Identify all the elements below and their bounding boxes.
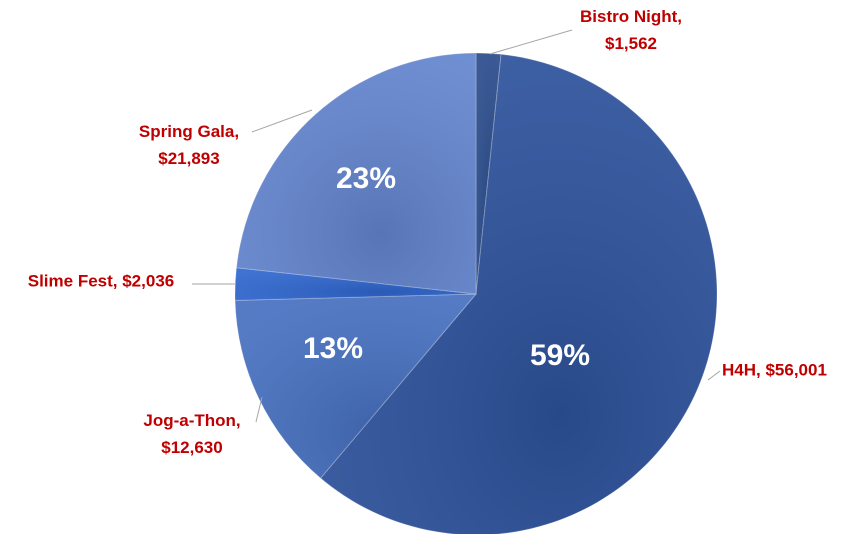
- percent-label: 13%: [303, 332, 363, 365]
- leader-line: [489, 29, 573, 55]
- data-label: Jog-a-Thon, $12,630: [143, 411, 240, 457]
- data-label: Bistro Night, $1,562: [580, 7, 682, 53]
- data-label: Slime Fest, $2,036: [28, 271, 174, 290]
- label-line: $1,562: [605, 34, 657, 53]
- label-line: $12,630: [161, 438, 222, 457]
- slice-shade: [235, 294, 476, 479]
- label-line: Jog-a-Thon,: [143, 411, 240, 430]
- leader-line: [707, 370, 721, 381]
- slice-shade: [320, 54, 717, 534]
- label-line: Spring Gala,: [139, 122, 239, 141]
- leader-line: [251, 109, 313, 133]
- data-label: H4H, $56,001: [722, 360, 827, 379]
- data-label: Spring Gala, $21,893: [139, 122, 239, 168]
- percent-label: 59%: [530, 339, 590, 372]
- percent-label: 23%: [336, 162, 396, 195]
- slice-shade: [236, 53, 476, 294]
- label-line: Bistro Night,: [580, 7, 682, 26]
- slice-shade: [476, 53, 502, 294]
- slice-shade: [235, 267, 476, 301]
- leader-line: [255, 396, 263, 423]
- label-line: $21,893: [158, 149, 219, 168]
